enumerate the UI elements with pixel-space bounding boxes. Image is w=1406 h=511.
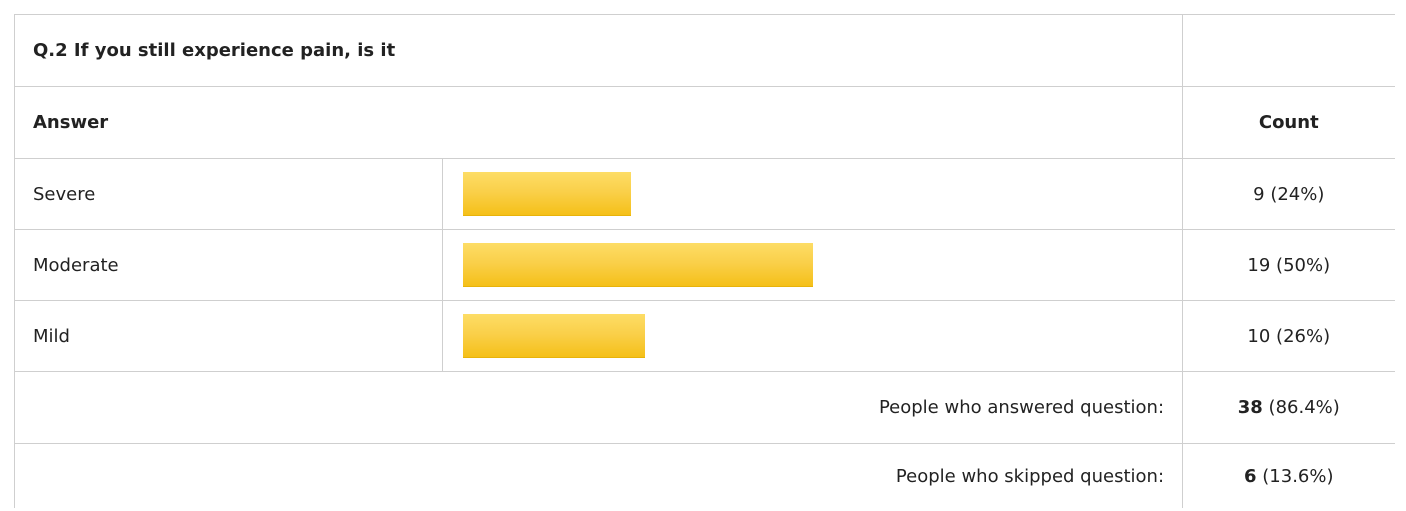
answer-row-moderate: Moderate 19 (50%)	[14, 229, 1395, 301]
bar-cell	[441, 229, 1184, 301]
answer-label-severe: Severe	[33, 183, 96, 205]
count-cell: 10 (26%)	[1182, 300, 1395, 372]
answer-row-severe: Severe 9 (24%)	[14, 158, 1395, 230]
count-severe: 9 (24%)	[1253, 183, 1325, 205]
bar-cell	[441, 158, 1184, 230]
answer-label-cell: Mild	[14, 300, 443, 372]
count-mild: 10 (26%)	[1247, 325, 1331, 347]
count-moderate: 19 (50%)	[1247, 254, 1331, 276]
skipped-count: 6	[1244, 465, 1257, 487]
bar-track	[463, 243, 1163, 287]
bar-track	[463, 172, 1163, 216]
question-title-cell: Q.2 If you still experience pain, is it	[13, 14, 1184, 87]
answer-label-mild: Mild	[33, 325, 70, 347]
answered-label: People who answered question:	[878, 397, 1165, 418]
answered-value-cell: 38 (86.4%)	[1182, 371, 1395, 444]
answer-label-cell: Moderate	[14, 229, 443, 301]
answered-summary-row: People who answered question: 38 (86.4%)	[13, 371, 1395, 444]
answered-percent: (86.4%)	[1268, 397, 1340, 418]
bar-track	[463, 314, 1163, 358]
count-header: Count	[1258, 112, 1319, 133]
answer-header: Answer	[33, 112, 109, 133]
skipped-summary-row: People who skipped question: 6 (13.6%)	[13, 443, 1395, 508]
skipped-value-cell: 6 (13.6%)	[1182, 443, 1395, 508]
answer-row-mild: Mild 10 (26%)	[14, 300, 1395, 372]
bar-cell	[441, 300, 1184, 372]
answered-count: 38	[1237, 397, 1263, 418]
count-cell: 19 (50%)	[1182, 229, 1395, 301]
skipped-label: People who skipped question:	[895, 465, 1165, 487]
skipped-label-cell: People who skipped question:	[13, 443, 1184, 508]
answer-label-cell: Severe	[14, 158, 443, 230]
bar-mild	[463, 314, 645, 358]
skipped-percent: (13.6%)	[1262, 465, 1334, 487]
survey-results-table: Q.2 If you still experience pain, is it …	[13, 14, 1395, 508]
bar-moderate	[463, 243, 813, 287]
column-header-row: Answer Count	[13, 86, 1395, 159]
bar-severe	[463, 172, 631, 216]
question-title-row: Q.2 If you still experience pain, is it	[13, 14, 1395, 87]
count-cell: 9 (24%)	[1182, 158, 1395, 230]
answer-header-cell: Answer	[13, 86, 1184, 159]
answer-label-moderate: Moderate	[33, 254, 119, 276]
question-title: Q.2 If you still experience pain, is it	[33, 40, 396, 61]
count-header-cell: Count	[1182, 86, 1395, 159]
title-spacer-cell	[1182, 14, 1395, 87]
answered-label-cell: People who answered question:	[13, 371, 1184, 444]
